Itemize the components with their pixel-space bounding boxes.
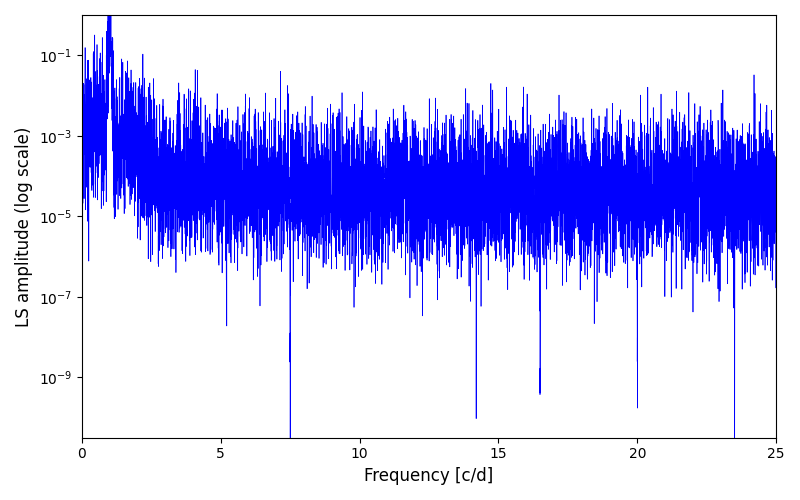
X-axis label: Frequency [c/d]: Frequency [c/d]: [364, 467, 494, 485]
Y-axis label: LS amplitude (log scale): LS amplitude (log scale): [15, 126, 33, 326]
